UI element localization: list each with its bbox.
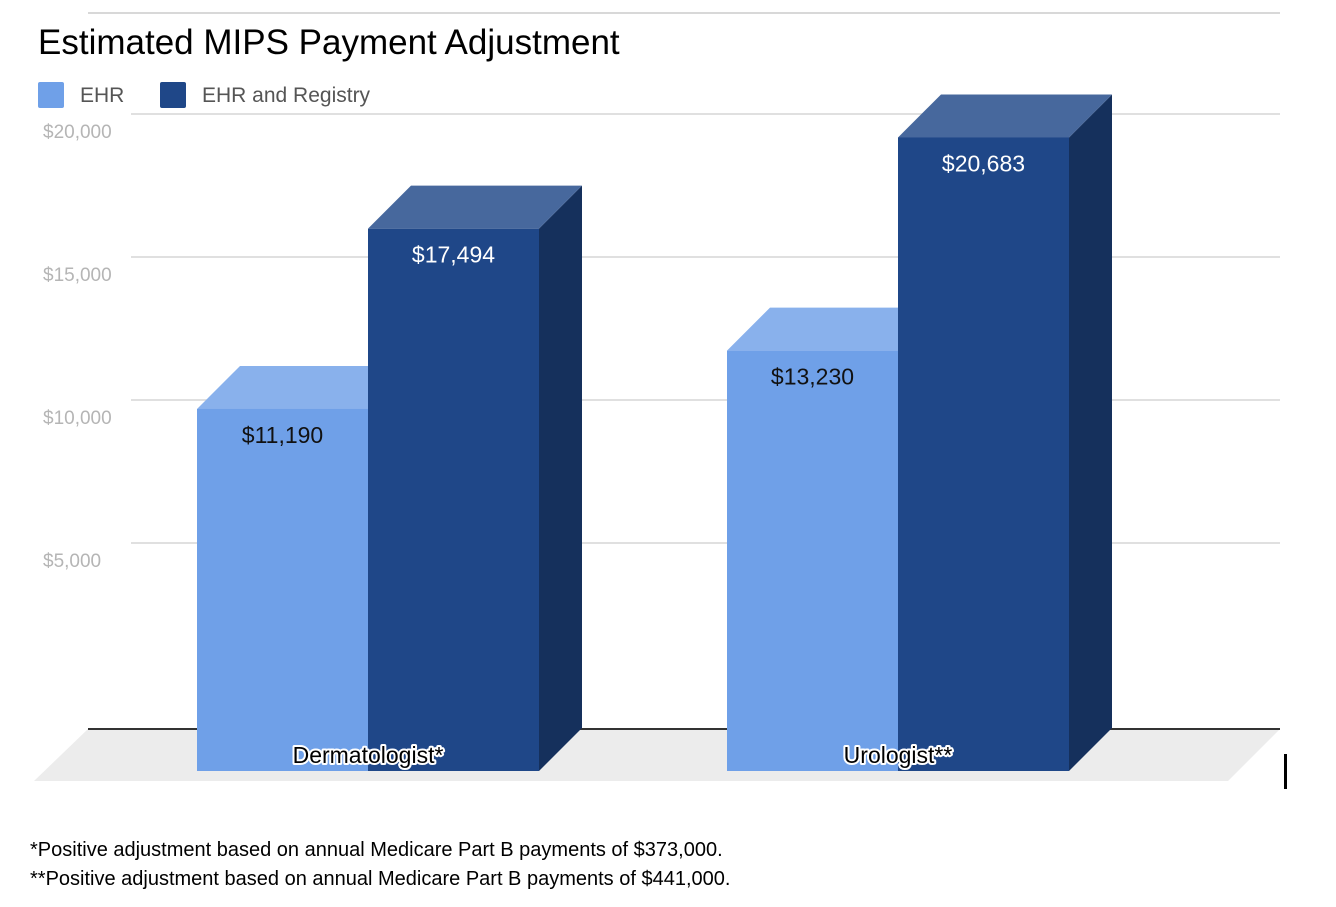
footnote-urologist: **Positive adjustment based on annual Me… bbox=[30, 868, 731, 890]
footnote-dermatologist: *Positive adjustment based on annual Med… bbox=[30, 839, 723, 861]
y-tick-label: $15,000 bbox=[43, 265, 112, 286]
legend-label-ehr: EHR bbox=[80, 84, 124, 107]
footnotes: *Positive adjustment based on annual Med… bbox=[30, 836, 1310, 894]
data-label: $13,230 bbox=[771, 364, 854, 390]
legend-swatch-ehr-registry bbox=[160, 82, 186, 108]
bar-ehr-urologist bbox=[727, 350, 898, 771]
y-tick-label: $20,000 bbox=[43, 122, 112, 143]
bar-ehr-registry-dermatologist-top bbox=[368, 185, 582, 229]
legend-label-ehr-registry: EHR and Registry bbox=[202, 84, 371, 107]
bar-ehr-urologist-top bbox=[727, 307, 941, 351]
bar-ehr-dermatologist-top bbox=[197, 365, 411, 409]
bar-ehr-registry-dermatologist bbox=[368, 228, 539, 771]
legend-swatch-ehr bbox=[38, 82, 64, 108]
data-label: $20,683 bbox=[942, 150, 1025, 176]
y-tick-label: $10,000 bbox=[43, 408, 112, 429]
bar-ehr-dermatologist bbox=[197, 408, 368, 771]
bar-ehr-registry-urologist-top bbox=[898, 94, 1112, 138]
y-tick-label: $5,000 bbox=[43, 551, 101, 572]
chart-title: Estimated MIPS Payment Adjustment bbox=[38, 23, 620, 62]
x-tick-label: Urologist** bbox=[844, 742, 953, 768]
bar-ehr-registry-dermatologist-side bbox=[539, 185, 582, 771]
x-tick-label: Dermatologist* bbox=[293, 742, 444, 768]
text-cursor bbox=[1284, 754, 1287, 789]
bar-ehr-registry-urologist-side bbox=[1069, 94, 1112, 772]
data-label: $11,190 bbox=[242, 422, 323, 448]
data-label: $17,494 bbox=[412, 242, 495, 268]
bar-ehr-registry-urologist bbox=[898, 137, 1069, 772]
